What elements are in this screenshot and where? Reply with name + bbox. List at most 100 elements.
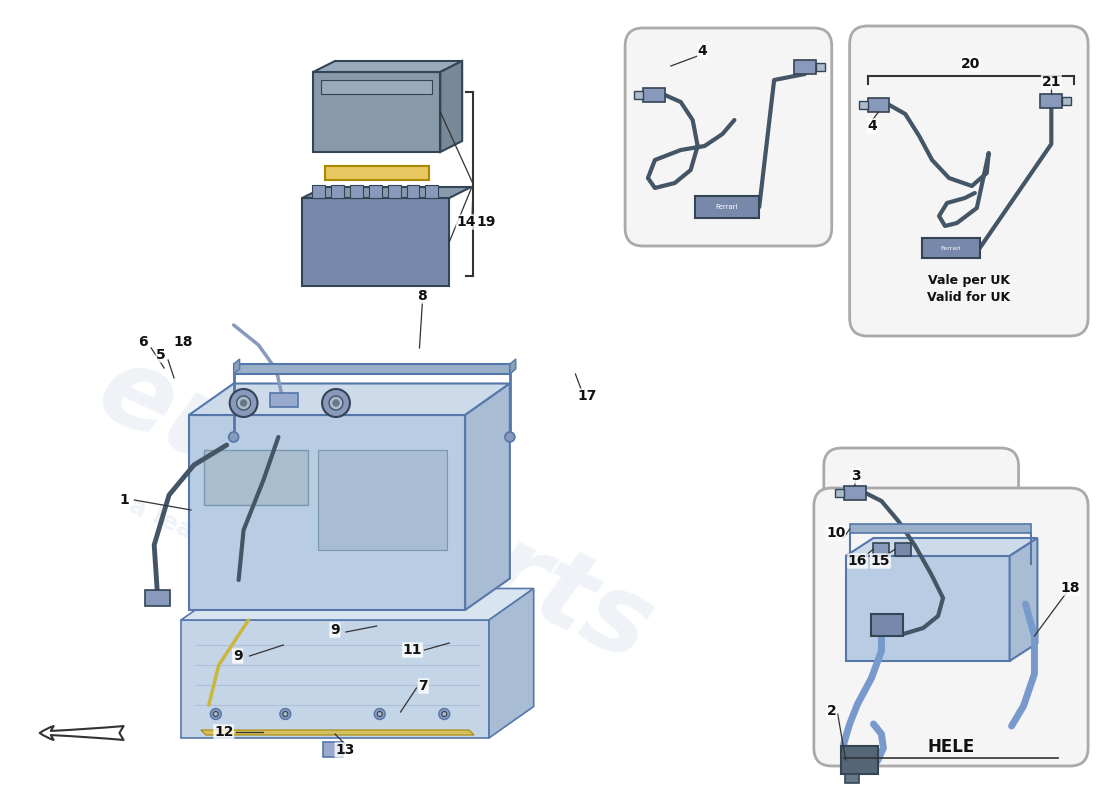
Circle shape [241, 400, 246, 406]
Bar [868, 98, 890, 112]
Circle shape [322, 389, 350, 417]
Text: 12: 12 [214, 725, 233, 739]
Bar [318, 450, 448, 550]
Bar [321, 80, 432, 94]
Bar [1041, 94, 1063, 108]
Polygon shape [302, 187, 471, 198]
Polygon shape [1010, 538, 1037, 661]
Text: Ferrari: Ferrari [715, 204, 738, 210]
Bar [873, 543, 890, 556]
Polygon shape [302, 198, 449, 286]
Circle shape [213, 711, 218, 717]
Circle shape [210, 709, 221, 719]
Bar [634, 91, 643, 99]
Bar [845, 774, 859, 783]
Text: 8: 8 [418, 289, 427, 303]
Text: 7: 7 [419, 679, 428, 693]
Text: Vale per UK: Vale per UK [928, 274, 1010, 287]
Text: 4: 4 [697, 44, 707, 58]
Text: 4: 4 [868, 119, 878, 133]
Polygon shape [849, 524, 1032, 533]
Text: 21: 21 [1042, 75, 1062, 89]
Polygon shape [189, 383, 510, 415]
Text: 17: 17 [578, 389, 597, 403]
Polygon shape [440, 61, 462, 152]
Text: 10: 10 [826, 526, 846, 540]
Bar [331, 185, 344, 198]
Polygon shape [182, 620, 490, 738]
Circle shape [439, 709, 450, 719]
Polygon shape [846, 538, 1037, 556]
Text: 1: 1 [120, 493, 130, 507]
Bar [145, 590, 170, 606]
Polygon shape [233, 359, 240, 374]
Bar [1063, 97, 1071, 105]
Text: 5: 5 [156, 348, 166, 362]
Text: 14: 14 [456, 215, 476, 229]
Bar [407, 185, 419, 198]
Polygon shape [314, 61, 462, 72]
Circle shape [377, 711, 382, 717]
Bar [835, 489, 844, 497]
Text: 6: 6 [139, 335, 148, 349]
Polygon shape [846, 556, 1010, 661]
Circle shape [333, 400, 339, 406]
Text: 18: 18 [1060, 581, 1080, 595]
Bar [271, 393, 298, 407]
Bar [859, 101, 868, 109]
Bar [312, 185, 326, 198]
Bar [387, 185, 400, 198]
Circle shape [442, 711, 447, 717]
Polygon shape [465, 383, 510, 610]
Circle shape [279, 709, 290, 719]
FancyBboxPatch shape [849, 26, 1088, 336]
Bar [204, 450, 308, 505]
Text: HELE: HELE [927, 738, 975, 756]
Text: 13: 13 [336, 743, 354, 757]
Text: 18: 18 [173, 335, 192, 349]
Polygon shape [510, 359, 516, 374]
Bar [840, 746, 879, 774]
Bar [350, 185, 363, 198]
Text: 11: 11 [403, 643, 422, 657]
Bar [895, 543, 911, 556]
Bar [844, 486, 866, 500]
FancyBboxPatch shape [814, 488, 1088, 766]
Text: a leader for parts since 1985: a leader for parts since 1985 [125, 493, 505, 687]
Text: 2: 2 [827, 704, 837, 718]
Text: 9: 9 [330, 623, 340, 637]
Circle shape [283, 711, 288, 717]
Text: 3: 3 [850, 469, 860, 483]
Polygon shape [490, 589, 534, 738]
Bar [794, 60, 816, 74]
Bar [922, 238, 980, 258]
Circle shape [505, 432, 515, 442]
Bar [871, 614, 903, 636]
Polygon shape [201, 730, 474, 735]
Text: 15: 15 [871, 554, 890, 568]
Polygon shape [182, 589, 534, 620]
Bar [368, 185, 382, 198]
Text: Valid for UK: Valid for UK [927, 291, 1011, 304]
Polygon shape [314, 72, 440, 152]
Bar [694, 196, 759, 218]
Text: europarts: europarts [80, 335, 669, 685]
Bar [816, 63, 825, 71]
Circle shape [229, 432, 239, 442]
Bar [326, 166, 429, 180]
Circle shape [236, 396, 251, 410]
Circle shape [230, 389, 257, 417]
Text: Ferrari: Ferrari [940, 246, 961, 250]
FancyBboxPatch shape [625, 28, 832, 246]
Bar [644, 88, 664, 102]
Text: 19: 19 [476, 215, 496, 229]
Circle shape [374, 709, 385, 719]
Bar [323, 742, 343, 757]
Bar [426, 185, 438, 198]
Text: 9: 9 [233, 649, 242, 663]
Circle shape [329, 396, 343, 410]
Polygon shape [233, 364, 510, 374]
Text: 20: 20 [961, 57, 980, 71]
Polygon shape [189, 415, 465, 610]
FancyBboxPatch shape [824, 448, 1019, 626]
